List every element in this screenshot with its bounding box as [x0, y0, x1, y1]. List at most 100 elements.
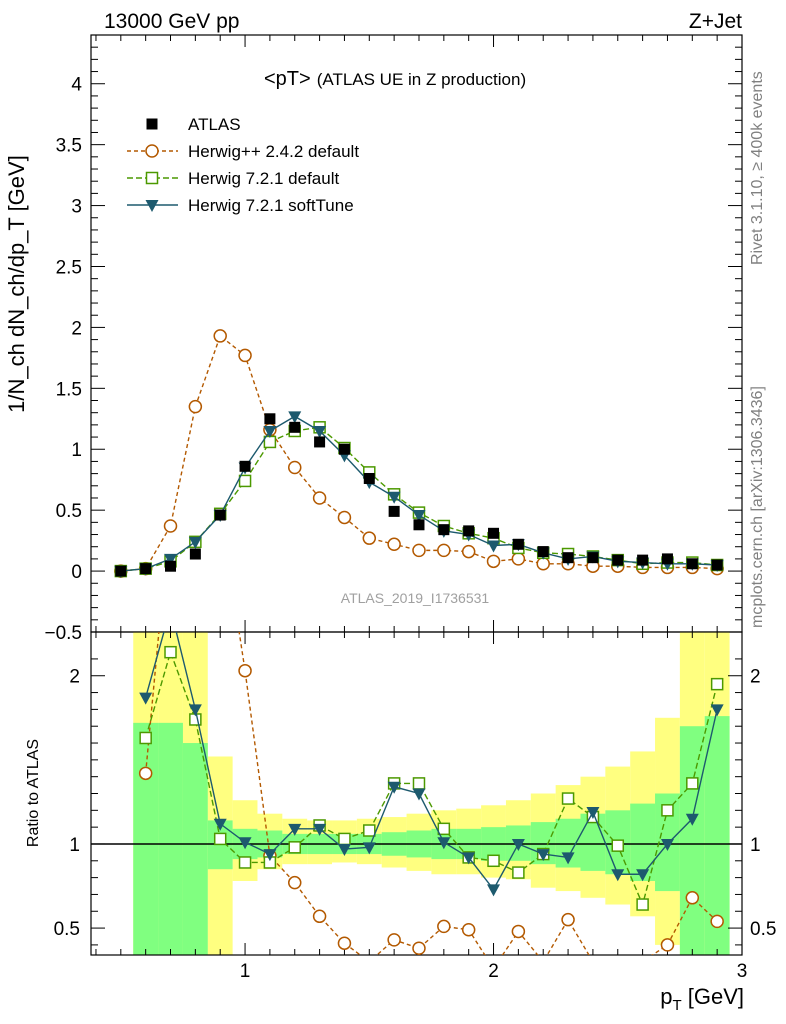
y-tick-label: −0.5	[44, 623, 82, 644]
data-point	[313, 425, 327, 438]
y-axis-title: 1/N_ch dN_ch/dp_T [GeV]	[4, 155, 29, 413]
series-line	[120, 334, 718, 572]
data-point	[487, 540, 501, 553]
data-point	[711, 559, 723, 571]
ratio-data-point	[611, 839, 625, 852]
ratio-data-point	[368, 954, 370, 955]
x-tick-label: 3	[737, 961, 748, 982]
series-herwig-2-4-2-default	[114, 329, 724, 578]
ratio-y-tick-label: 0.5	[54, 919, 80, 940]
data-point	[387, 491, 401, 504]
legend-marker	[146, 118, 158, 130]
ratio-data-point	[511, 924, 526, 939]
ratio-data-point	[362, 842, 376, 855]
ratio-data-point	[412, 788, 426, 801]
ratio-data-point	[592, 954, 594, 955]
ratio-data-point	[710, 704, 724, 717]
ratio-data-point	[312, 909, 327, 924]
ratio-data-point	[487, 854, 500, 868]
y-tick-label: 3.5	[56, 136, 82, 157]
green-band-bin	[630, 803, 656, 881]
data-point	[115, 565, 127, 577]
ratio-data-point	[238, 856, 252, 869]
ratio-data-point	[636, 898, 649, 911]
ratio-data-point	[660, 838, 674, 851]
data-point	[165, 560, 177, 572]
ratio-data-point	[686, 777, 699, 790]
ratio-data-point	[586, 807, 600, 820]
y-tick-label: 1	[71, 440, 82, 461]
ratio-y-tick-label-right: 1	[750, 835, 761, 856]
data-point	[238, 348, 252, 363]
ratio-data-point	[337, 844, 351, 857]
ratio-data-point	[188, 704, 202, 717]
data-point	[164, 553, 178, 566]
rivet-label: Rivet 3.1.10, ≥ 400k events	[749, 71, 766, 265]
data-point	[337, 510, 352, 525]
ratio-data-point	[437, 919, 451, 934]
ratio-data-point	[387, 933, 401, 947]
data-point	[188, 536, 202, 549]
legend-label: ATLAS	[188, 115, 241, 134]
ratio-data-point	[138, 766, 153, 781]
legend-marker	[145, 200, 159, 212]
ratio-data-point	[139, 692, 153, 705]
ratio-data-point	[462, 852, 476, 865]
data-point	[214, 509, 226, 521]
green-band-bin	[158, 722, 183, 955]
data-point	[637, 554, 649, 566]
data-point	[312, 491, 327, 505]
data-point	[213, 329, 227, 343]
main-panel: −0.5 0 0.5 1 1.5 2 2.5 3 3.5 4 1/N_ch dN_ch/dp_T […	[4, 34, 743, 644]
ratio-series-herwig-2-4-2-default	[138, 632, 724, 955]
x-axis-title-sub: T	[672, 997, 681, 1014]
ratio-data-point	[263, 849, 277, 862]
ratio-data-point	[561, 912, 575, 927]
data-point	[238, 474, 252, 488]
data-point	[189, 548, 201, 560]
ratio-y-tick-label-right: 0.5	[750, 919, 776, 940]
ratio-data-point	[561, 852, 575, 865]
data-point	[661, 553, 673, 565]
ratio-data-point	[313, 823, 327, 836]
ratio-data-point	[164, 645, 177, 659]
series-atlas	[115, 413, 723, 577]
data-point	[537, 546, 549, 558]
ratio-data-point	[661, 804, 674, 817]
data-point	[388, 505, 400, 517]
data-point	[438, 524, 450, 536]
uncertainty-bands	[133, 632, 730, 955]
ratio-data-point	[660, 938, 675, 952]
green-band-bin	[679, 726, 705, 955]
energy-label: 13000 GeV pp	[104, 10, 239, 33]
ratio-data-point	[437, 837, 451, 850]
x-tick-label: 1	[240, 961, 251, 982]
data-point	[488, 527, 500, 539]
plot-title-main: <pT>	[264, 68, 311, 90]
ratio-data-point	[213, 832, 227, 846]
ratio-data-point	[288, 823, 302, 836]
ratio-y-axis-title: Ratio to ATLAS	[25, 739, 42, 847]
data-point	[612, 554, 624, 566]
ratio-data-point	[542, 954, 544, 955]
data-point	[263, 435, 277, 449]
data-point	[264, 413, 276, 425]
data-point	[263, 425, 277, 438]
data-point	[686, 558, 698, 570]
x-axis-title: pT [GeV]	[660, 984, 744, 1014]
data-point	[486, 554, 501, 569]
ratio-y-tick-label: 2	[69, 667, 80, 688]
ratio-data-point	[611, 869, 625, 882]
data-point	[188, 399, 203, 414]
ratio-data-point	[338, 832, 351, 846]
data-point	[562, 552, 574, 564]
data-point	[413, 519, 425, 531]
process-label: Z+Jet	[689, 10, 742, 33]
y-tick-label: 0	[71, 562, 82, 583]
plot-title-sub: (ATLAS UE in Z production)	[317, 70, 526, 89]
data-point	[163, 519, 178, 533]
legend-label: Herwig 7.2.1 softTune	[188, 196, 354, 215]
ratio-data-point	[139, 731, 152, 745]
legend-label: Herwig++ 2.4.2 default	[188, 142, 359, 161]
